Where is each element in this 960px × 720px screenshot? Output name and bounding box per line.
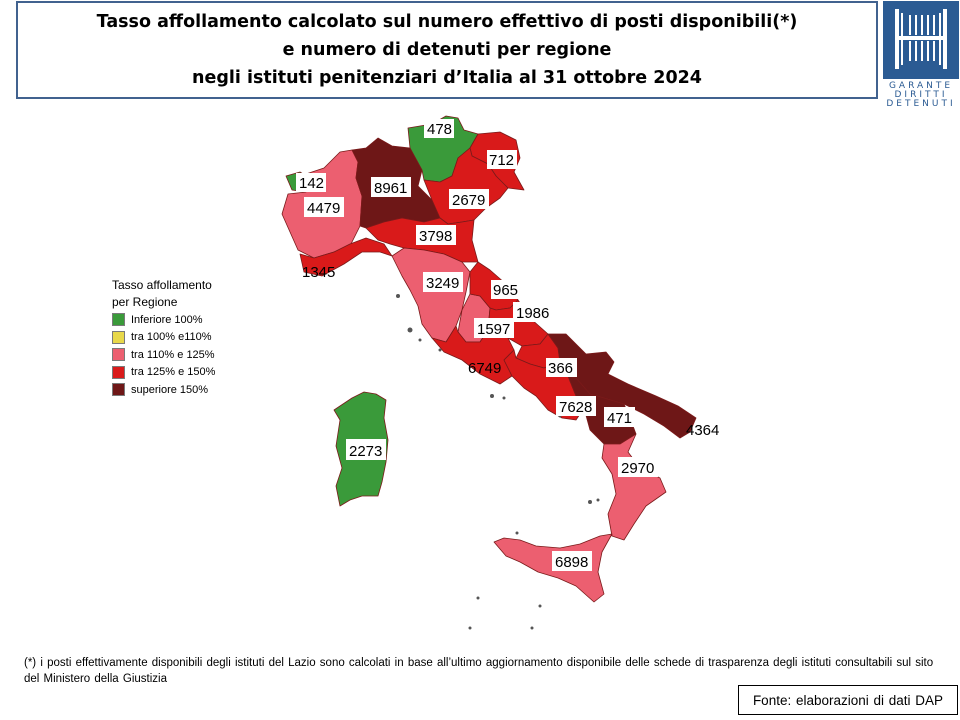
svg-text:712: 712 [489, 152, 514, 169]
svg-text:6749: 6749 [468, 360, 501, 377]
logo-text-1: GARANTE [888, 81, 954, 91]
svg-text:1345: 1345 [302, 264, 335, 281]
legend-label: superiore 150% [131, 383, 209, 396]
garante-logo: GARANTE DIRITTI DETENUTI [883, 1, 959, 109]
legend-label: Inferiore 100% [131, 313, 203, 326]
region-labels: 142 4479 1345 8961 478 712 2679 3798 324… [296, 119, 719, 571]
legend-swatch [112, 383, 125, 397]
legend-swatch [112, 348, 125, 362]
svg-text:7628: 7628 [559, 399, 592, 416]
label-molise: 366 [546, 358, 577, 377]
source-box: Fonte: elaborazioni di dati DAP [738, 685, 958, 715]
legend-item: tra 100% e110% [112, 329, 215, 347]
svg-text:4479: 4479 [307, 200, 340, 217]
label-piemonte: 4479 [304, 197, 344, 217]
svg-text:1986: 1986 [516, 305, 549, 322]
svg-text:142: 142 [299, 175, 324, 192]
region-toscana [391, 247, 471, 343]
label-liguria: 1345 [302, 264, 335, 281]
legend: Tasso affollamento per Regione Inferiore… [112, 277, 215, 399]
small-islands [396, 294, 600, 630]
svg-text:478: 478 [427, 121, 452, 138]
svg-text:2273: 2273 [349, 443, 382, 460]
region-calabria [601, 433, 667, 541]
label-sicilia: 6898 [552, 551, 592, 571]
label-marche: 965 [491, 280, 522, 299]
label-campania: 7628 [556, 396, 596, 416]
legend-label: tra 125% e 150% [131, 366, 216, 379]
label-toscana: 3249 [423, 272, 463, 292]
svg-text:471: 471 [607, 410, 632, 427]
svg-text:1597: 1597 [477, 321, 510, 338]
footnote: (*) i posti effettivamente disponibili d… [24, 657, 934, 685]
svg-text:366: 366 [548, 360, 573, 377]
svg-text:4364: 4364 [686, 422, 719, 439]
title-box: Tasso affollamento calcolato sul numero … [16, 1, 878, 99]
label-abruzzo: 1986 [513, 302, 553, 322]
svg-text:2970: 2970 [621, 460, 654, 477]
logo-text-3: DETENUTI [886, 99, 956, 109]
label-emilia-romagna: 3798 [416, 225, 456, 245]
garante-logo-mark [883, 1, 959, 79]
svg-text:8961: 8961 [374, 180, 407, 197]
legend-title-1: Tasso affollamento [112, 278, 212, 292]
svg-text:2679: 2679 [452, 192, 485, 209]
title-line-2: e numero di detenuti per regione [282, 40, 612, 60]
label-calabria: 2970 [618, 457, 658, 477]
label-umbria: 1597 [474, 318, 514, 338]
label-puglia: 4364 [686, 422, 719, 439]
legend-swatch [112, 313, 125, 327]
title-line-3: negli istituti penitenziari d’Italia al … [192, 68, 702, 88]
legend-item: Inferiore 100% [112, 311, 215, 329]
label-trentino: 478 [424, 119, 454, 138]
label-basilicata: 471 [604, 407, 635, 427]
legend-title-2: per Regione [112, 295, 178, 309]
logo-text-2: DIRITTI [894, 90, 948, 100]
svg-text:6898: 6898 [555, 554, 588, 571]
legend-item: tra 125% e 150% [112, 364, 215, 382]
legend-item: superiore 150% [112, 381, 215, 399]
label-veneto: 2679 [449, 189, 489, 209]
label-friuli: 712 [487, 150, 517, 169]
svg-text:965: 965 [493, 282, 518, 299]
svg-text:3249: 3249 [426, 275, 459, 292]
label-valle-daosta: 142 [296, 173, 326, 192]
title-line-1: Tasso affollamento calcolato sul numero … [96, 12, 798, 32]
svg-text:3798: 3798 [419, 228, 452, 245]
legend-label: tra 100% e110% [131, 331, 212, 344]
legend-swatch [112, 365, 125, 379]
label-lombardia: 8961 [371, 177, 411, 197]
legend-label: tra 110% e 125% [131, 348, 215, 361]
legend-swatch [112, 330, 125, 344]
legend-item: tra 110% e 125% [112, 346, 215, 364]
label-sardegna: 2273 [346, 439, 386, 460]
label-lazio: 6749 [468, 360, 501, 377]
